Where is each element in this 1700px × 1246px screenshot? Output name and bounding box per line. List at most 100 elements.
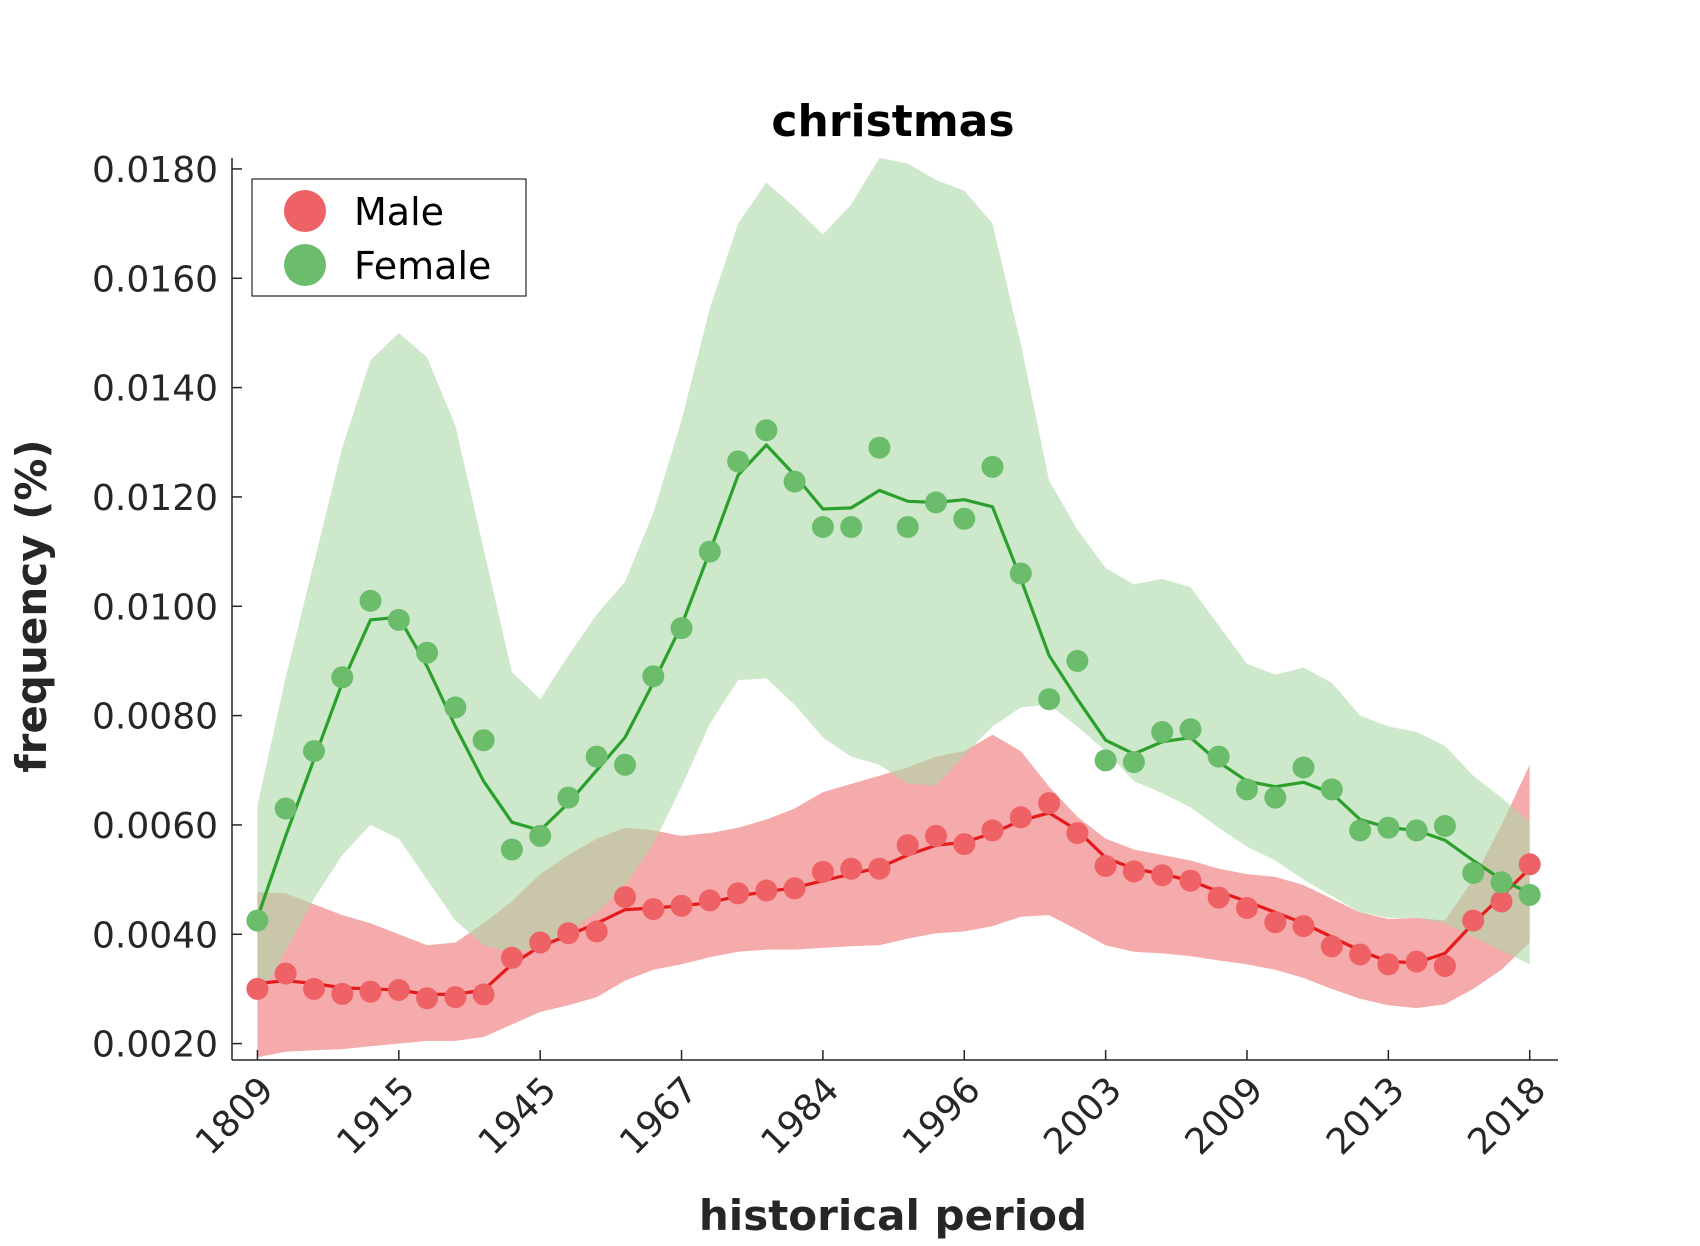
point-male: [670, 894, 693, 917]
point-male: [783, 877, 806, 900]
line-female: [255, 443, 1531, 919]
point-female: [1066, 649, 1089, 672]
point-female: [557, 786, 580, 809]
point-male: [1292, 915, 1315, 938]
point-female: [1179, 718, 1202, 741]
point-female: [1151, 721, 1174, 743]
point-female: [1207, 745, 1230, 768]
x-tick-label: 2003: [1036, 1069, 1130, 1163]
point-male: [444, 986, 467, 1009]
point-male: [1236, 897, 1258, 919]
point-female: [246, 909, 269, 932]
point-male: [1151, 864, 1174, 887]
y-axis-label: frequency (%): [7, 439, 56, 772]
point-male: [1490, 890, 1513, 913]
y-tick-label: 0.0060: [92, 806, 218, 847]
point-male: [331, 982, 354, 1005]
point-male: [1038, 792, 1061, 815]
legend-marker-male: [284, 190, 326, 232]
x-tick-label: 2018: [1460, 1069, 1554, 1163]
point-female: [1292, 756, 1315, 779]
point-female: [500, 838, 523, 861]
line-male: [257, 811, 1531, 997]
point-female: [896, 516, 919, 538]
point-male: [500, 946, 523, 969]
point-female: [1490, 871, 1513, 894]
x-tick-label: 1984: [753, 1069, 847, 1163]
y-tick-label: 0.0040: [92, 915, 218, 956]
point-female: [1009, 562, 1032, 585]
point-male: [1349, 943, 1372, 966]
point-female: [274, 797, 297, 820]
point-female: [529, 824, 552, 847]
point-male: [1066, 822, 1089, 845]
series-points: [246, 419, 1541, 1010]
point-male: [303, 977, 325, 1000]
point-female: [642, 665, 665, 688]
y-tick-label: 0.0120: [92, 478, 218, 519]
point-female: [303, 740, 325, 763]
point-male: [1320, 935, 1343, 958]
point-male: [953, 833, 976, 856]
point-female: [614, 753, 636, 776]
point-male: [698, 889, 721, 912]
point-male: [529, 931, 552, 954]
point-male: [981, 819, 1004, 842]
x-axis-label: historical period: [699, 1191, 1087, 1240]
point-female: [840, 516, 863, 538]
point-male: [359, 980, 382, 1003]
legend-marker-female: [284, 244, 326, 286]
x-tick-label: 1945: [471, 1069, 565, 1163]
point-female: [1236, 778, 1258, 801]
point-male: [1179, 869, 1202, 892]
point-female: [472, 729, 495, 752]
point-male: [1207, 886, 1230, 909]
point-male: [557, 922, 580, 945]
point-male: [642, 898, 665, 921]
y-tick-label: 0.0020: [92, 1025, 218, 1066]
point-male: [727, 882, 750, 905]
point-female: [1349, 819, 1372, 842]
point-male: [1122, 860, 1145, 883]
point-male: [1264, 911, 1287, 934]
point-female: [1094, 749, 1117, 772]
y-tick-label: 0.0080: [92, 697, 218, 738]
point-female: [331, 666, 354, 689]
x-tick-label: 1967: [612, 1069, 706, 1163]
legend: Male Female: [251, 178, 527, 297]
point-male: [387, 979, 410, 1001]
point-female: [1377, 816, 1400, 839]
band-male: [257, 734, 1530, 1058]
point-female: [585, 745, 608, 768]
series-lines: [255, 443, 1531, 997]
x-tick-label: 1915: [329, 1069, 423, 1163]
legend-label-female: Female: [354, 244, 491, 288]
point-female: [1264, 786, 1287, 809]
point-male: [1433, 955, 1456, 977]
x-tick-label: 2009: [1178, 1069, 1272, 1163]
point-male: [925, 824, 947, 847]
point-female: [783, 470, 806, 493]
point-male: [1009, 806, 1032, 829]
point-male: [811, 860, 834, 883]
plot-area: [246, 158, 1541, 1058]
point-male: [1377, 953, 1400, 976]
y-tick-label: 0.0160: [92, 259, 218, 300]
y-tick-label: 0.0180: [92, 150, 218, 191]
point-female: [727, 450, 750, 473]
point-female: [1462, 862, 1485, 884]
point-female: [1320, 778, 1343, 801]
legend-label-male: Male: [354, 190, 444, 234]
point-male: [246, 977, 269, 1000]
chart-title: christmas: [771, 96, 1014, 147]
point-female: [416, 641, 439, 664]
x-tick-label: 1996: [895, 1069, 989, 1163]
point-female: [811, 516, 834, 538]
point-male: [1518, 853, 1541, 876]
point-female: [444, 696, 467, 719]
point-male: [1094, 854, 1117, 877]
point-female: [359, 589, 382, 612]
point-female: [670, 617, 693, 640]
x-ticks: 1809 1915 1945 1967 1984 1996 2003 2009 2013 2018: [188, 1050, 1554, 1163]
